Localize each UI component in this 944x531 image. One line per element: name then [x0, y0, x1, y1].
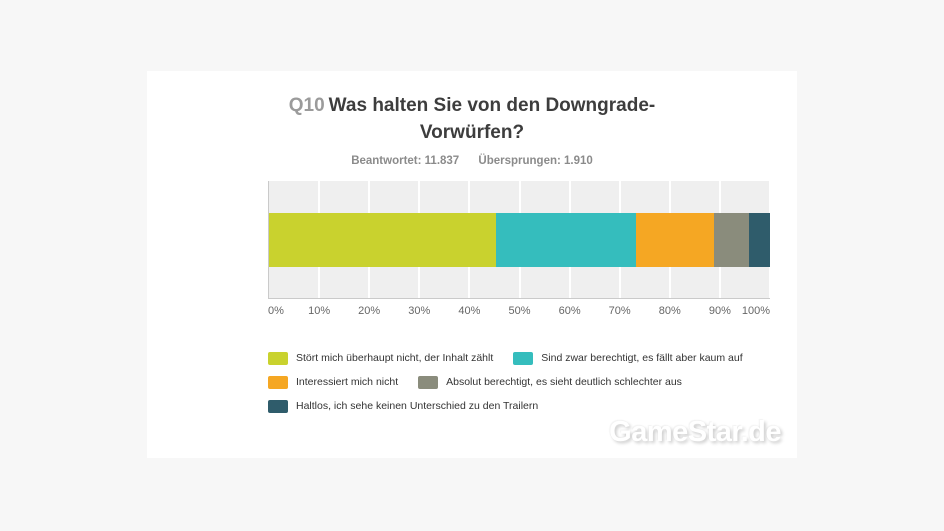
legend-item: Stört mich überhaupt nicht, der Inhalt z… — [268, 351, 493, 365]
x-tick-label: 20% — [358, 305, 381, 317]
bar-segment — [269, 213, 497, 267]
skipped-count: Übersprungen: 1.910 — [478, 155, 593, 167]
x-tick-label: 100% — [741, 305, 770, 317]
bar-segment — [748, 213, 770, 267]
x-tick-label: 30% — [408, 305, 431, 317]
x-tick-label: 90% — [708, 305, 731, 317]
survey-result-card: Q10 Was halten Sie von den Downgrade-Vorw… — [147, 71, 797, 458]
x-axis: 0% 10% 20% 30% 40% 50% 60% 70% 80% 90% 100% — [268, 305, 770, 319]
legend-item: Interessiert mich nicht — [268, 375, 398, 389]
legend: Stört mich überhaupt nicht, der Inhalt z… — [268, 351, 793, 413]
gamestar-watermark: GameStar.de — [609, 416, 781, 448]
x-tick-label: 0% — [268, 305, 284, 317]
x-tick-label: 10% — [308, 305, 331, 317]
bar-segment — [635, 213, 714, 267]
chart-plot-area — [268, 181, 770, 299]
legend-item-label: Haltlos, ich sehe keinen Unterschied zu … — [296, 400, 539, 412]
x-tick-label: 80% — [658, 305, 681, 317]
x-tick-label: 60% — [558, 305, 581, 317]
bar-segment — [713, 213, 749, 267]
bar-segment — [496, 213, 636, 267]
question-title: Q10 Was halten Sie von den Downgrade-Vorw… — [247, 92, 697, 146]
question-number: Q10 — [288, 95, 325, 116]
legend-item: Sind zwar berechtigt, es fällt aber kaum… — [513, 351, 743, 365]
legend-swatch-icon — [268, 375, 288, 389]
x-tick-label: 70% — [608, 305, 631, 317]
legend-swatch-icon — [513, 351, 534, 365]
legend-swatch-icon — [268, 399, 288, 413]
legend-item-label: Absolut berechtigt, es sieht deutlich sc… — [446, 376, 682, 388]
legend-item-label: Interessiert mich nicht — [296, 376, 399, 388]
x-tick-label: 40% — [458, 305, 481, 317]
response-stats: Beantwortet: 11.837 Übersprungen: 1.910 — [147, 155, 797, 167]
x-tick-label: 50% — [508, 305, 531, 317]
legend-item-label: Stört mich überhaupt nicht, der Inhalt z… — [296, 352, 494, 364]
legend-swatch-icon — [418, 375, 439, 389]
answered-count: Beantwortet: 11.837 — [351, 155, 460, 167]
legend-item: Haltlos, ich sehe keinen Unterschied zu … — [268, 399, 538, 413]
question-title-text: Was halten Sie von den Downgrade-Vorwürf… — [328, 95, 656, 143]
legend-swatch-icon — [268, 351, 288, 365]
legend-item: Absolut berechtigt, es sieht deutlich sc… — [418, 375, 682, 389]
legend-item-label: Sind zwar berechtigt, es fällt aber kaum… — [541, 352, 743, 364]
stacked-bar — [269, 213, 770, 267]
